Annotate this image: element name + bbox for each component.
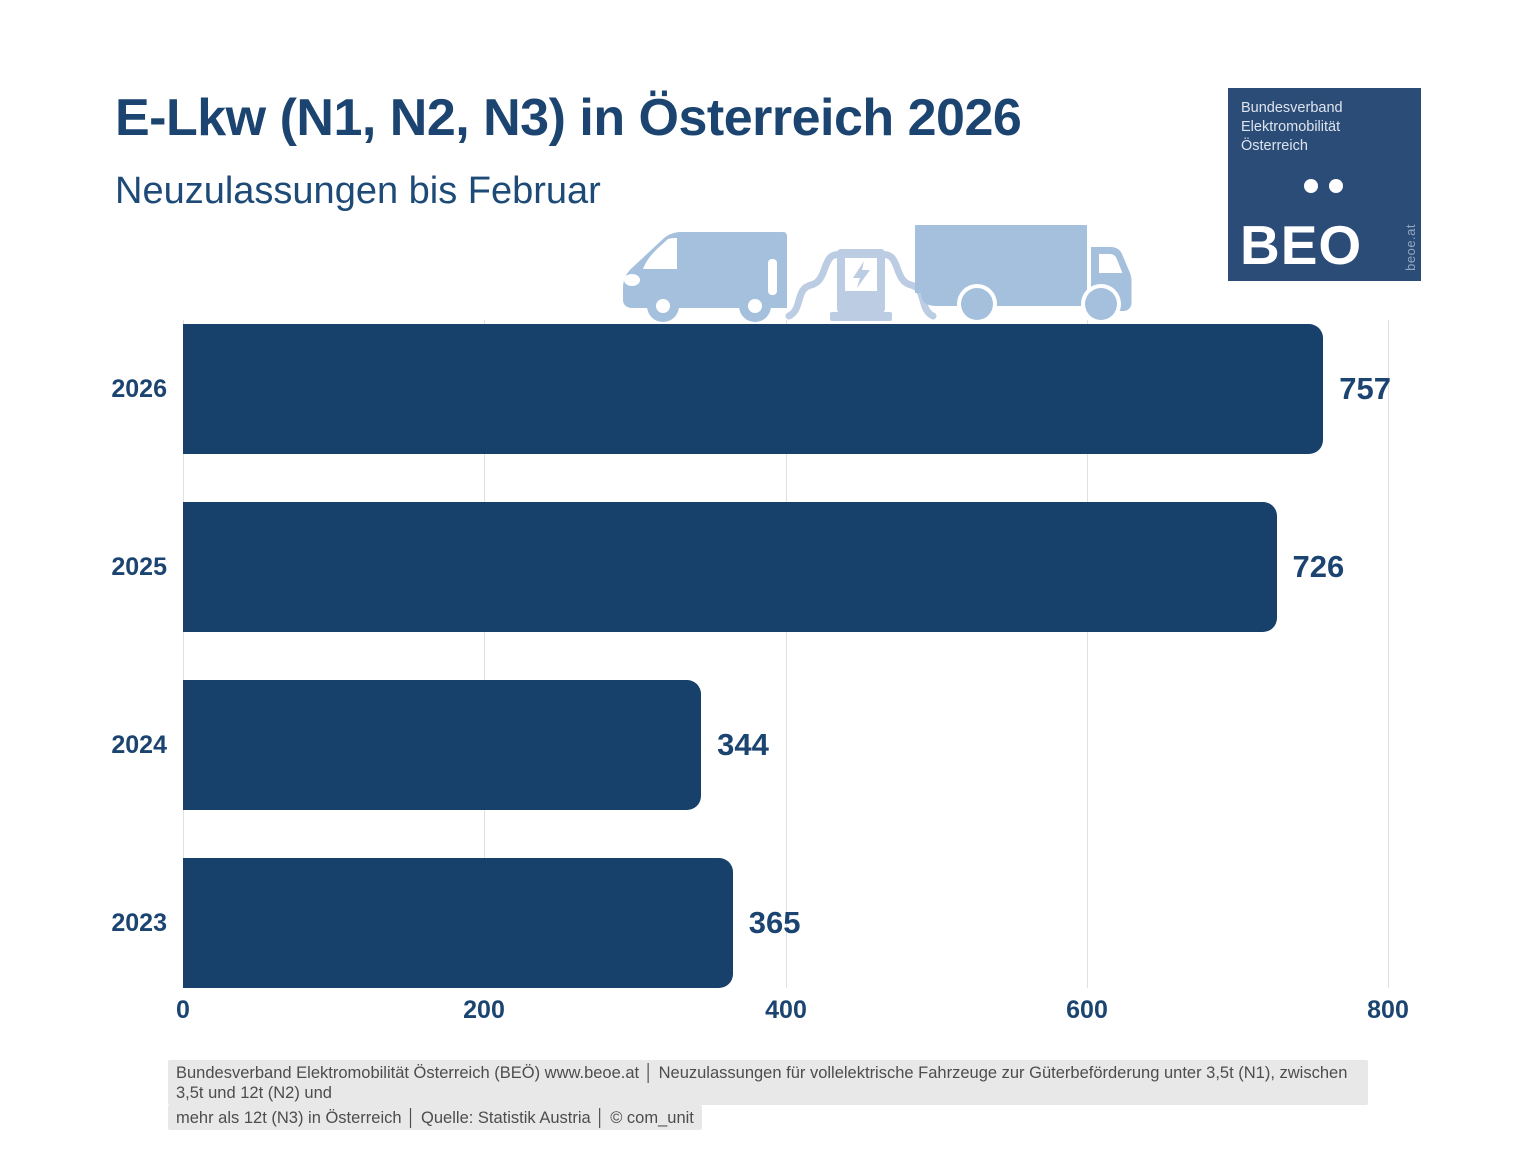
source-note-line: mehr als 12t (N3) in Österreich │ Quelle… (168, 1105, 702, 1130)
x-tick-400: 400 (765, 996, 807, 1024)
ev-trucks-charging-icon (623, 225, 1132, 323)
category-label: 2023 (111, 909, 167, 937)
source-note-line: Bundesverband Elektromobilität Österreic… (168, 1060, 1368, 1105)
category-label: 2024 (111, 731, 167, 759)
bar-row-2025: 2025 726 (0, 502, 1536, 632)
gridline-600 (1087, 320, 1088, 988)
logo-org-line: Österreich (1241, 138, 1308, 154)
x-tick-600: 600 (1066, 996, 1108, 1024)
charging-station-icon (785, 249, 937, 321)
umlaut-dots-icon (1228, 88, 1421, 281)
x-tick-800: 800 (1367, 996, 1409, 1024)
bar-2023 (183, 858, 733, 988)
bar-2024 (183, 680, 702, 810)
page-title: E-Lkw (N1, N2, N3) in Österreich 2026 (115, 89, 1022, 147)
value-label: 757 (1339, 371, 1391, 406)
bar-2026 (183, 324, 1324, 454)
x-tick-0: 0 (176, 996, 190, 1024)
page-subtitle: Neuzulassungen bis Februar (115, 170, 601, 212)
gridline-0 (183, 320, 184, 988)
gridline-200 (484, 320, 485, 988)
gridline-800 (1388, 320, 1389, 988)
category-label: 2025 (111, 553, 167, 581)
gridline-400 (786, 320, 787, 988)
x-tick-200: 200 (463, 996, 505, 1024)
source-note: Bundesverband Elektromobilität Österreic… (168, 1060, 1368, 1130)
logo-org-line: Bundesverband (1241, 100, 1343, 116)
bar-row-2024: 2024 344 (0, 680, 1536, 810)
logo-org-line: Elektromobilität (1241, 119, 1341, 135)
value-label: 344 (717, 727, 769, 762)
value-label: 726 (1292, 549, 1345, 584)
bar-2025 (183, 502, 1277, 632)
logo-brand-text: BEO (1240, 214, 1363, 276)
truck-icon (915, 225, 1132, 323)
van-icon (623, 232, 787, 322)
beo-logo: Bundesverband Elektromobilität Österreic… (1228, 88, 1421, 281)
category-label: 2026 (111, 375, 167, 403)
logo-org-name: Bundesverband Elektromobilität Österreic… (1241, 99, 1343, 156)
bar-row-2026: 2026 757 (0, 324, 1536, 454)
bar-row-2023: 2023 365 (0, 858, 1536, 988)
value-label: 365 (748, 905, 801, 940)
